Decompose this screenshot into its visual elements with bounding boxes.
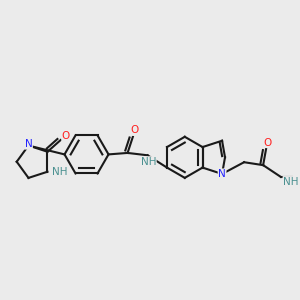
- Text: N: N: [25, 139, 32, 149]
- Text: O: O: [130, 125, 139, 135]
- Text: NH: NH: [52, 167, 68, 177]
- Text: N: N: [218, 169, 226, 179]
- Text: O: O: [264, 138, 272, 148]
- Text: O: O: [62, 130, 70, 141]
- Text: NH: NH: [283, 177, 298, 187]
- Text: NH: NH: [141, 157, 156, 167]
